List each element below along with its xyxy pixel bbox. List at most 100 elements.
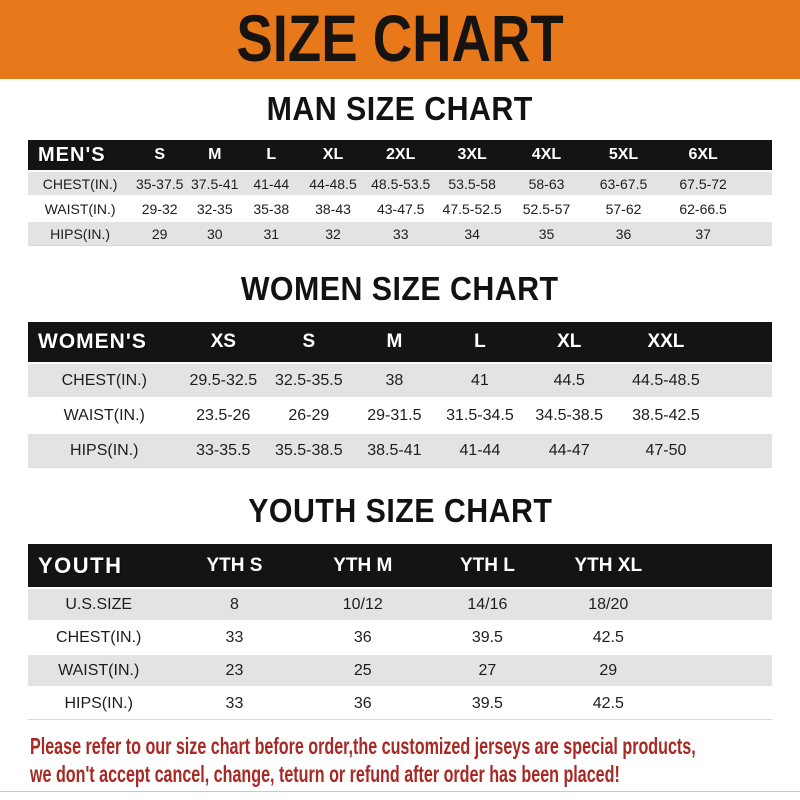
value-cell: 39.5 (426, 686, 549, 720)
filler-cell (743, 170, 772, 196)
filler-cell (716, 362, 772, 398)
value-cell: 47-50 (615, 432, 717, 468)
size-column-header: XL (522, 322, 616, 363)
value-cell: 26-29 (266, 397, 352, 433)
filler-cell (667, 653, 772, 687)
value-cell: 34 (435, 220, 509, 246)
value-cell: 14/16 (426, 587, 549, 621)
row-label-cell: CHEST(IN.) (28, 170, 133, 196)
bottom-divider (0, 791, 800, 792)
value-cell: 36 (299, 686, 427, 720)
value-cell: 29 (132, 220, 188, 246)
row-label-cell: HIPS(IN.) (28, 686, 170, 720)
row-label-cell: WAIST(IN.) (28, 195, 133, 221)
size-column-header: M (351, 322, 438, 363)
size-column-header: YTH L (426, 544, 549, 588)
value-cell: 25 (299, 653, 427, 687)
page-title: SIZE CHART (236, 2, 564, 76)
value-cell: 44-48.5 (300, 170, 366, 196)
row-label-cell: WAIST(IN.) (28, 653, 170, 687)
value-cell: 35-37.5 (132, 170, 188, 196)
table-title-cell: MEN'S (28, 140, 133, 171)
value-cell: 35 (508, 220, 585, 246)
value-cell: 38-43 (300, 195, 366, 221)
table-row: HIPS(IN.) 33-35.5 35.5-38.5 38.5-41 41-44 44-… (28, 432, 772, 468)
value-cell: 62-66.5 (662, 195, 744, 221)
table-title-cell: WOMEN'S (28, 322, 181, 363)
size-column-header: YTH M (299, 544, 427, 588)
size-column-header: 2XL (365, 140, 436, 171)
value-cell: 38 (351, 362, 438, 398)
value-cell: 31 (242, 220, 301, 246)
value-cell: 67.5-72 (662, 170, 744, 196)
size-column-header: 5XL (584, 140, 663, 171)
size-column-header: YTH XL (548, 544, 668, 588)
filler-cell (743, 195, 772, 221)
value-cell: 35-38 (242, 195, 301, 221)
value-cell: 42.5 (548, 620, 668, 654)
women-section-heading-text: WOMEN SIZE CHART (241, 270, 559, 307)
women-size-table: WOMEN'S XS S M L XL XXL CHEST(IN.) 29.5-32.5 32.5… (28, 322, 772, 468)
size-column-header: XXL (615, 322, 717, 363)
value-cell: 43-47.5 (365, 195, 436, 221)
filler-cell (667, 620, 772, 654)
filler-cell (743, 140, 772, 171)
men-size-table: MEN'S S M L XL 2XL 3XL 4XL 5XL 6XL CHEST(IN.) 35-37… (28, 140, 772, 246)
value-cell: 63-67.5 (584, 170, 663, 196)
size-column-header: S (132, 140, 188, 171)
value-cell: 36 (299, 620, 427, 654)
value-cell: 34.5-38.5 (522, 397, 616, 433)
row-label-cell: CHEST(IN.) (28, 620, 170, 654)
value-cell: 41-44 (437, 432, 523, 468)
row-label-cell: HIPS(IN.) (28, 432, 181, 468)
section-women: WOMEN SIZE CHART WOMEN'S XS S M L XL XXL CHEST(… (0, 271, 800, 468)
value-cell: 58-63 (508, 170, 585, 196)
value-cell: 30 (187, 220, 243, 246)
value-cell: 33 (169, 686, 300, 720)
value-cell: 53.5-58 (435, 170, 509, 196)
size-column-header: 3XL (435, 140, 509, 171)
value-cell: 41-44 (242, 170, 301, 196)
value-cell: 18/20 (548, 587, 668, 621)
value-cell: 33 (365, 220, 436, 246)
value-cell: 38.5-41 (351, 432, 438, 468)
table-row: HIPS(IN.) 29 30 31 32 33 34 35 36 37 (28, 220, 772, 246)
value-cell: 48.5-53.5 (365, 170, 436, 196)
size-column-header: M (187, 140, 243, 171)
value-cell: 57-62 (584, 195, 663, 221)
youth-section-heading-text: YOUTH SIZE CHART (247, 492, 553, 529)
row-label-cell: WAIST(IN.) (28, 397, 181, 433)
value-cell: 23.5-26 (180, 397, 267, 433)
value-cell: 31.5-34.5 (437, 397, 523, 433)
men-section-heading: MAN SIZE CHART (0, 91, 800, 127)
filler-cell (716, 322, 772, 363)
table-title-cell: YOUTH (28, 544, 170, 588)
value-cell: 27 (426, 653, 549, 687)
men-section-heading-text: MAN SIZE CHART (266, 90, 534, 127)
value-cell: 41 (437, 362, 523, 398)
table-row: CHEST(IN.) 33 36 39.5 42.5 (28, 620, 772, 654)
size-column-header: YTH S (169, 544, 300, 588)
table-row: CHEST(IN.) 29.5-32.5 32.5-35.5 38 41 44.5 44.5… (28, 362, 772, 398)
header-row: WOMEN'S XS S M L XL XXL (28, 322, 772, 363)
value-cell: 29-32 (132, 195, 188, 221)
banner: SIZE CHART (0, 0, 800, 79)
row-label-cell: CHEST(IN.) (28, 362, 181, 398)
value-cell: 32.5-35.5 (266, 362, 352, 398)
size-column-header: XL (300, 140, 366, 171)
value-cell: 10/12 (299, 587, 427, 621)
youth-section-heading: YOUTH SIZE CHART (0, 493, 800, 529)
value-cell: 29.5-32.5 (180, 362, 267, 398)
value-cell: 37 (662, 220, 744, 246)
value-cell: 29-31.5 (351, 397, 438, 433)
disclaimer-line-1: Please refer to our size chart before or… (30, 733, 696, 759)
value-cell: 23 (169, 653, 300, 687)
table-row: WAIST(IN.) 23 25 27 29 (28, 653, 772, 687)
value-cell: 32-35 (187, 195, 243, 221)
value-cell: 33 (169, 620, 300, 654)
value-cell: 37.5-41 (187, 170, 243, 196)
disclaimer-line-2: we don't accept cancel, change, teturn o… (30, 761, 620, 787)
table-row: HIPS(IN.) 33 36 39.5 42.5 (28, 686, 772, 720)
filler-cell (716, 432, 772, 468)
filler-cell (667, 686, 772, 720)
